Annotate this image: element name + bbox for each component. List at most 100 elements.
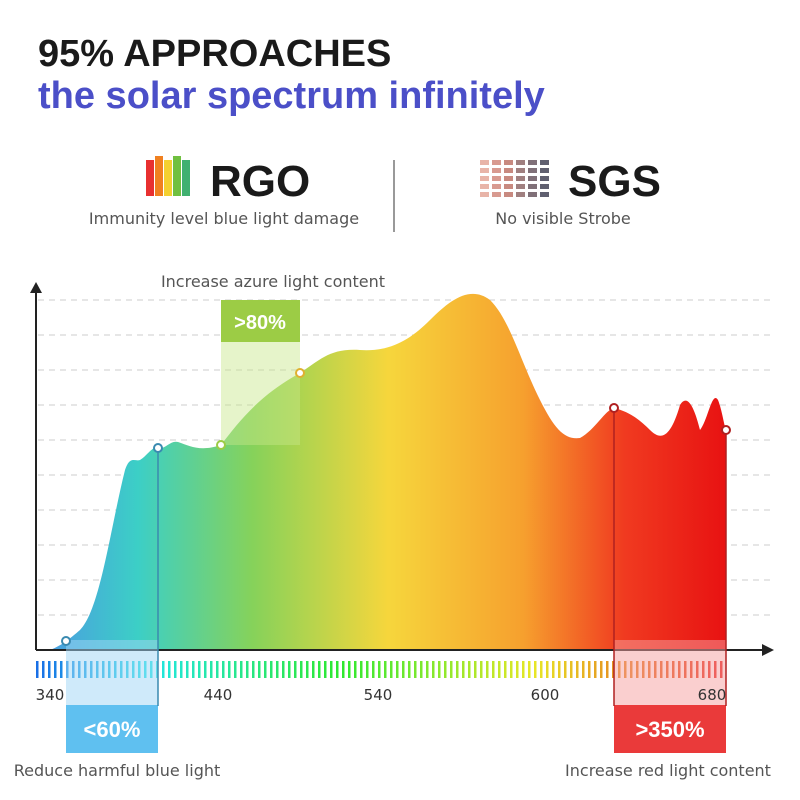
callout-box <box>221 300 300 342</box>
spectrum-tick <box>528 661 531 678</box>
spectrum-tick <box>456 661 459 678</box>
sgs-cell <box>504 192 513 197</box>
spectrum-tick <box>306 661 309 678</box>
spectrum-tick <box>228 661 231 678</box>
badge-label: RGO <box>210 157 310 206</box>
sgs-cell <box>480 184 489 189</box>
rgo-icon <box>146 156 190 196</box>
spectrum-tick <box>276 661 279 678</box>
spectrum-tick <box>504 661 507 678</box>
sgs-cell <box>492 160 501 165</box>
sgs-cell <box>504 176 513 181</box>
subtitle: the solar spectrum infinitely <box>38 75 545 117</box>
spectrum-tick <box>384 661 387 678</box>
callout-band <box>221 340 300 445</box>
sgs-cell <box>492 176 501 181</box>
spectrum-tick <box>312 661 315 678</box>
spectrum-tick <box>582 661 585 678</box>
spectrum-tick <box>486 661 489 678</box>
sgs-cell <box>480 176 489 181</box>
spectrum-tick <box>606 661 609 678</box>
spectrum-tick <box>426 661 429 678</box>
spectrum-tick <box>204 661 207 678</box>
spectrum-tick <box>246 661 249 678</box>
spectrum-tick <box>354 661 357 678</box>
sgs-cell <box>528 176 537 181</box>
sgs-cell <box>504 160 513 165</box>
sgs-cell <box>528 192 537 197</box>
spectrum-tick <box>444 661 447 678</box>
spectrum-tick <box>288 661 291 678</box>
spectrum-tick <box>450 661 453 678</box>
sgs-cell <box>480 160 489 165</box>
spectrum-tick <box>36 661 39 678</box>
spectrum-tick <box>378 661 381 678</box>
callout-caption: Increase red light content <box>565 761 771 780</box>
spectrum-tick <box>60 661 63 678</box>
spectrum-tick <box>510 661 513 678</box>
spectrum-tick <box>396 661 399 678</box>
spectrum-tick <box>294 661 297 678</box>
spectrum-tick <box>222 661 225 678</box>
spectrum-tick <box>468 661 471 678</box>
spectrum-tick <box>414 661 417 678</box>
sgs-cell <box>540 192 549 197</box>
spectrum-tick <box>594 661 597 678</box>
sgs-cell <box>516 160 525 165</box>
spectrum-tick <box>492 661 495 678</box>
callout-caption: Reduce harmful blue light <box>14 761 221 780</box>
spectrum-tick <box>180 661 183 678</box>
sgs-cell <box>528 184 537 189</box>
callout-value: <60% <box>84 717 141 742</box>
spectrum-curve <box>50 293 726 650</box>
spectrum-tick <box>258 661 261 678</box>
sgs-cell <box>480 168 489 173</box>
spectrum-tick <box>366 661 369 678</box>
spectrum-tick <box>540 661 543 678</box>
spectrum-tick <box>552 661 555 678</box>
spectrum-tick <box>564 661 567 678</box>
sgs-cell <box>480 192 489 197</box>
spectrum-tick <box>420 661 423 678</box>
axis-label: 600 <box>531 686 560 704</box>
callout-band <box>614 640 726 706</box>
badge-caption: No visible Strobe <box>495 209 631 228</box>
spectrum-tick <box>318 661 321 678</box>
spectrum-tick <box>588 661 591 678</box>
spectrum-tick <box>546 661 549 678</box>
callout-box <box>66 705 158 753</box>
marker <box>153 443 163 453</box>
sgs-cell <box>516 168 525 173</box>
spectrum-tick <box>480 661 483 678</box>
sgs-cell <box>492 168 501 173</box>
sgs-cell <box>528 160 537 165</box>
spectrum-tick <box>462 661 465 678</box>
marker <box>295 368 305 378</box>
sgs-cell <box>540 168 549 173</box>
spectrum-tick <box>336 661 339 678</box>
spectrum-tick <box>576 661 579 678</box>
sgs-cell <box>516 192 525 197</box>
axis-label: 340 <box>36 686 65 704</box>
sgs-cell <box>516 176 525 181</box>
sgs-cell <box>504 168 513 173</box>
marker <box>609 403 619 413</box>
spectrum-tick <box>402 661 405 678</box>
sgs-cell <box>516 184 525 189</box>
spectrum-tick <box>42 661 45 678</box>
spectrum-tick <box>474 661 477 678</box>
y-arrow <box>30 282 42 293</box>
spectrum-tick <box>192 661 195 678</box>
marker <box>721 425 731 435</box>
callout-value: >350% <box>635 717 704 742</box>
spectrum-tick <box>432 661 435 678</box>
sgs-cell <box>504 184 513 189</box>
marker <box>61 636 71 646</box>
spectrum-tick <box>234 661 237 678</box>
spectrum-tick <box>282 661 285 678</box>
spectrum-tick <box>174 661 177 678</box>
spectrum-tick <box>216 661 219 678</box>
spectrum-tick <box>534 661 537 678</box>
spectrum-tick <box>342 661 345 678</box>
